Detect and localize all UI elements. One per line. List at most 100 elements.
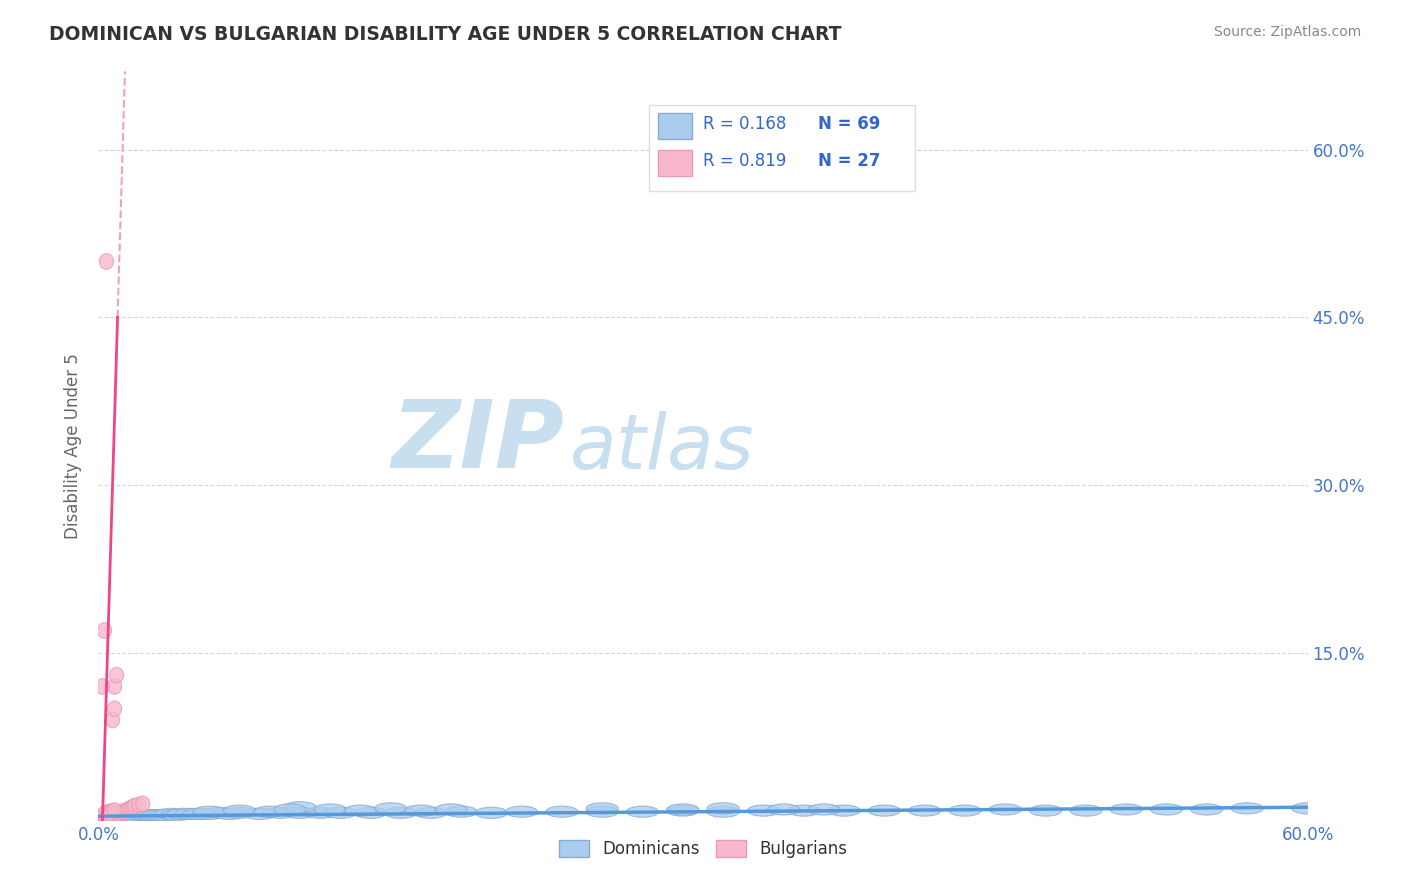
Ellipse shape: [97, 811, 129, 822]
Ellipse shape: [167, 808, 200, 820]
Ellipse shape: [125, 809, 157, 821]
Ellipse shape: [374, 803, 406, 814]
Ellipse shape: [1191, 804, 1223, 815]
Ellipse shape: [204, 807, 235, 818]
Ellipse shape: [121, 802, 136, 817]
Ellipse shape: [132, 797, 146, 813]
Ellipse shape: [274, 804, 307, 815]
Ellipse shape: [284, 802, 316, 813]
Ellipse shape: [100, 809, 132, 821]
Ellipse shape: [100, 253, 114, 269]
Ellipse shape: [155, 808, 187, 820]
Ellipse shape: [101, 806, 115, 822]
Ellipse shape: [949, 805, 981, 816]
FancyBboxPatch shape: [658, 112, 692, 139]
Ellipse shape: [214, 808, 246, 820]
Ellipse shape: [475, 807, 508, 818]
Ellipse shape: [108, 811, 141, 822]
Ellipse shape: [136, 809, 169, 821]
Ellipse shape: [97, 807, 111, 823]
Ellipse shape: [990, 804, 1021, 815]
Ellipse shape: [96, 679, 110, 694]
Ellipse shape: [107, 803, 121, 818]
Ellipse shape: [828, 805, 860, 816]
Ellipse shape: [115, 804, 129, 820]
Ellipse shape: [446, 806, 477, 817]
Ellipse shape: [89, 811, 121, 822]
Ellipse shape: [1070, 805, 1102, 816]
Ellipse shape: [666, 804, 699, 815]
Ellipse shape: [314, 804, 346, 815]
FancyBboxPatch shape: [648, 105, 915, 191]
Ellipse shape: [97, 806, 111, 822]
Ellipse shape: [666, 805, 699, 816]
Ellipse shape: [1292, 803, 1323, 814]
Ellipse shape: [107, 679, 121, 694]
Ellipse shape: [128, 798, 142, 814]
Ellipse shape: [243, 808, 276, 820]
Ellipse shape: [105, 804, 120, 820]
Text: N = 69: N = 69: [818, 115, 880, 133]
Ellipse shape: [160, 809, 193, 821]
Ellipse shape: [304, 807, 336, 818]
Ellipse shape: [124, 800, 138, 816]
Ellipse shape: [104, 805, 118, 821]
Text: ZIP: ZIP: [391, 396, 564, 488]
Ellipse shape: [114, 805, 128, 821]
Ellipse shape: [132, 809, 165, 821]
Ellipse shape: [344, 805, 377, 816]
Ellipse shape: [506, 806, 537, 817]
Ellipse shape: [104, 804, 118, 820]
Ellipse shape: [869, 805, 900, 816]
Ellipse shape: [183, 808, 215, 820]
Ellipse shape: [405, 805, 437, 816]
Ellipse shape: [1232, 803, 1263, 814]
Text: atlas: atlas: [569, 411, 755, 485]
Ellipse shape: [193, 806, 225, 817]
Text: Source: ZipAtlas.com: Source: ZipAtlas.com: [1213, 25, 1361, 39]
Ellipse shape: [120, 803, 134, 818]
Ellipse shape: [174, 808, 207, 820]
Ellipse shape: [1150, 804, 1182, 815]
Y-axis label: Disability Age Under 5: Disability Age Under 5: [65, 353, 83, 539]
Ellipse shape: [110, 667, 124, 683]
Ellipse shape: [908, 805, 941, 816]
Ellipse shape: [104, 811, 136, 822]
Ellipse shape: [546, 806, 578, 817]
Ellipse shape: [787, 805, 820, 816]
Ellipse shape: [284, 807, 316, 818]
Ellipse shape: [97, 623, 111, 639]
Ellipse shape: [224, 805, 256, 816]
Ellipse shape: [748, 805, 779, 816]
Ellipse shape: [193, 808, 225, 820]
Ellipse shape: [253, 806, 285, 817]
Text: R = 0.819: R = 0.819: [703, 153, 786, 170]
Ellipse shape: [1029, 805, 1062, 816]
Ellipse shape: [224, 807, 256, 818]
Ellipse shape: [707, 803, 740, 814]
Ellipse shape: [586, 803, 619, 814]
Ellipse shape: [105, 712, 120, 728]
Legend: Dominicans, Bulgarians: Dominicans, Bulgarians: [553, 833, 853, 864]
Ellipse shape: [118, 804, 132, 820]
Ellipse shape: [808, 804, 839, 815]
Ellipse shape: [143, 809, 174, 821]
FancyBboxPatch shape: [658, 150, 692, 177]
Ellipse shape: [101, 805, 115, 821]
Ellipse shape: [121, 811, 153, 822]
Text: R = 0.168: R = 0.168: [703, 115, 786, 133]
Ellipse shape: [129, 809, 160, 821]
Ellipse shape: [107, 701, 121, 716]
Ellipse shape: [385, 807, 416, 818]
Ellipse shape: [325, 807, 356, 818]
Text: N = 27: N = 27: [818, 153, 880, 170]
Ellipse shape: [354, 807, 387, 818]
Ellipse shape: [415, 807, 447, 818]
Ellipse shape: [100, 805, 114, 821]
Ellipse shape: [264, 807, 295, 818]
Ellipse shape: [434, 804, 467, 815]
Ellipse shape: [93, 811, 125, 822]
Ellipse shape: [117, 811, 149, 822]
Ellipse shape: [136, 796, 150, 812]
Ellipse shape: [111, 806, 125, 822]
